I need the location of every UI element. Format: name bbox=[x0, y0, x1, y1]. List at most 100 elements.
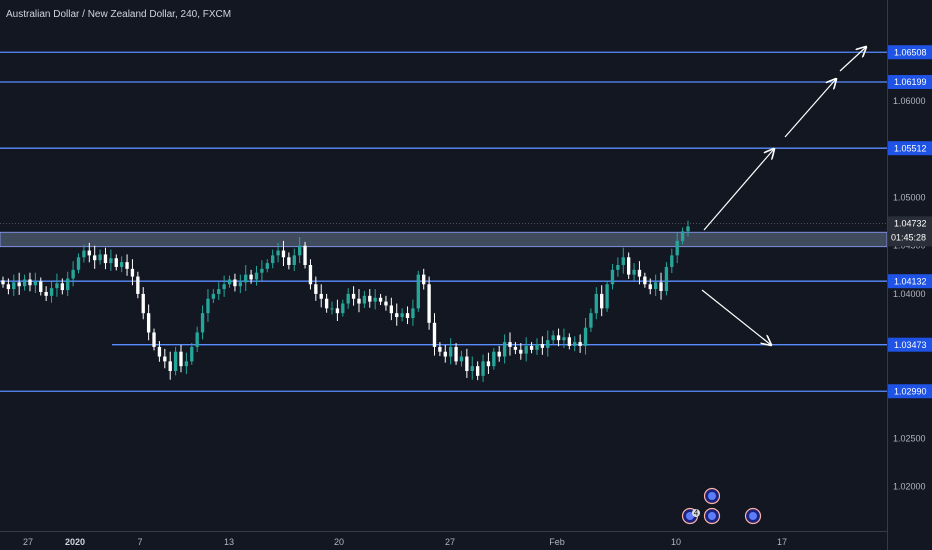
candle-body bbox=[470, 366, 474, 371]
y-tick-label: 1.02000 bbox=[893, 482, 926, 492]
x-tick-label: 27 bbox=[445, 537, 455, 547]
candle-body bbox=[573, 342, 577, 346]
candle-body bbox=[540, 344, 545, 348]
candle-body bbox=[136, 276, 140, 294]
candle-body bbox=[411, 308, 415, 318]
candle-body bbox=[265, 263, 269, 269]
x-tick-label: 17 bbox=[777, 537, 787, 547]
candle-body bbox=[670, 255, 674, 267]
x-tick-label: 2020 bbox=[65, 537, 85, 547]
candle-body bbox=[297, 245, 302, 256]
candle-body bbox=[55, 283, 59, 289]
projection-arrow bbox=[784, 79, 836, 138]
candle-body bbox=[66, 278, 70, 291]
candle-body bbox=[632, 269, 636, 275]
candle-body bbox=[368, 295, 372, 302]
candle-body bbox=[130, 268, 135, 277]
candle-body bbox=[168, 361, 172, 371]
y-tick-label: 1.02500 bbox=[893, 433, 926, 443]
candle-body bbox=[200, 313, 205, 333]
candle-body bbox=[675, 240, 679, 256]
candle-body bbox=[373, 297, 377, 302]
level-price-label: 1.02990 bbox=[894, 386, 927, 396]
resistance-zone bbox=[0, 231, 888, 248]
candle-body bbox=[319, 293, 323, 299]
candle-body bbox=[22, 279, 27, 287]
candle-body bbox=[6, 284, 11, 290]
x-tick-label: Feb bbox=[549, 537, 565, 547]
economic-event-marker[interactable]: 4 bbox=[681, 507, 701, 525]
candle-body bbox=[589, 313, 593, 328]
candle-body bbox=[152, 332, 156, 347]
candle-body bbox=[341, 303, 345, 314]
economic-event-marker[interactable] bbox=[703, 487, 721, 505]
candle-body bbox=[303, 245, 307, 265]
candle-body bbox=[427, 284, 431, 323]
candle-body bbox=[600, 293, 604, 309]
candle-body bbox=[405, 313, 410, 318]
candle-body bbox=[238, 282, 242, 287]
candle-body bbox=[384, 301, 388, 306]
economic-event-marker[interactable] bbox=[703, 507, 721, 525]
candle-body bbox=[71, 269, 75, 279]
x-tick-label: 7 bbox=[137, 537, 142, 547]
event-flag-icon bbox=[708, 512, 716, 520]
level-price-label-bg bbox=[888, 384, 932, 399]
x-tick-label: 10 bbox=[671, 537, 681, 547]
candle-body bbox=[335, 308, 340, 314]
candle-body bbox=[395, 313, 399, 318]
candle-body bbox=[443, 351, 447, 357]
candle-body bbox=[449, 346, 453, 357]
candle-body bbox=[594, 293, 598, 314]
level-price-label-bg bbox=[888, 141, 932, 156]
candle-body bbox=[653, 282, 658, 290]
candle-body bbox=[49, 288, 54, 296]
candle-body bbox=[567, 337, 572, 346]
candle-body bbox=[109, 258, 113, 264]
candle-body bbox=[249, 274, 253, 280]
candle-body bbox=[1, 280, 5, 285]
candle-body bbox=[529, 345, 534, 350]
candle-body bbox=[535, 344, 539, 350]
candle-body bbox=[157, 346, 162, 357]
candle-body bbox=[481, 361, 485, 376]
candle-body bbox=[664, 266, 669, 292]
level-price-label: 1.06508 bbox=[894, 47, 927, 57]
event-count-label: 4 bbox=[694, 509, 699, 518]
candle-body bbox=[179, 351, 183, 367]
candle-body bbox=[508, 342, 512, 347]
candle-body bbox=[454, 346, 458, 362]
candle-body bbox=[308, 265, 313, 285]
level-price-label-bg bbox=[888, 337, 932, 352]
candle-body bbox=[93, 255, 97, 261]
candle-body bbox=[190, 346, 194, 362]
current-price-label-bg bbox=[888, 216, 932, 247]
candle-body bbox=[82, 250, 86, 258]
candle-body bbox=[551, 335, 555, 341]
candle-body bbox=[616, 265, 620, 270]
candle-body bbox=[244, 274, 248, 283]
candle-body bbox=[330, 308, 334, 310]
candle-body bbox=[271, 255, 275, 264]
candle-body bbox=[141, 293, 145, 314]
candle-body bbox=[146, 313, 151, 333]
economic-event-marker[interactable] bbox=[744, 507, 762, 525]
level-price-label-bg bbox=[888, 75, 932, 90]
candle-body bbox=[260, 268, 264, 273]
level-price-label: 1.03473 bbox=[894, 340, 927, 350]
candle-body bbox=[422, 274, 426, 285]
candle-body bbox=[637, 269, 642, 277]
candle-body bbox=[475, 366, 480, 376]
candle-body bbox=[524, 345, 528, 354]
chart-title: Australian Dollar / New Zealand Dollar, … bbox=[6, 9, 231, 20]
candle-body bbox=[357, 298, 361, 304]
candle-body bbox=[648, 284, 652, 290]
candle-body bbox=[502, 342, 507, 357]
candle-body bbox=[378, 297, 383, 302]
candle-body bbox=[33, 281, 38, 286]
candle-body bbox=[659, 282, 663, 292]
projection-arrow bbox=[703, 149, 774, 231]
candle-body bbox=[281, 250, 286, 258]
